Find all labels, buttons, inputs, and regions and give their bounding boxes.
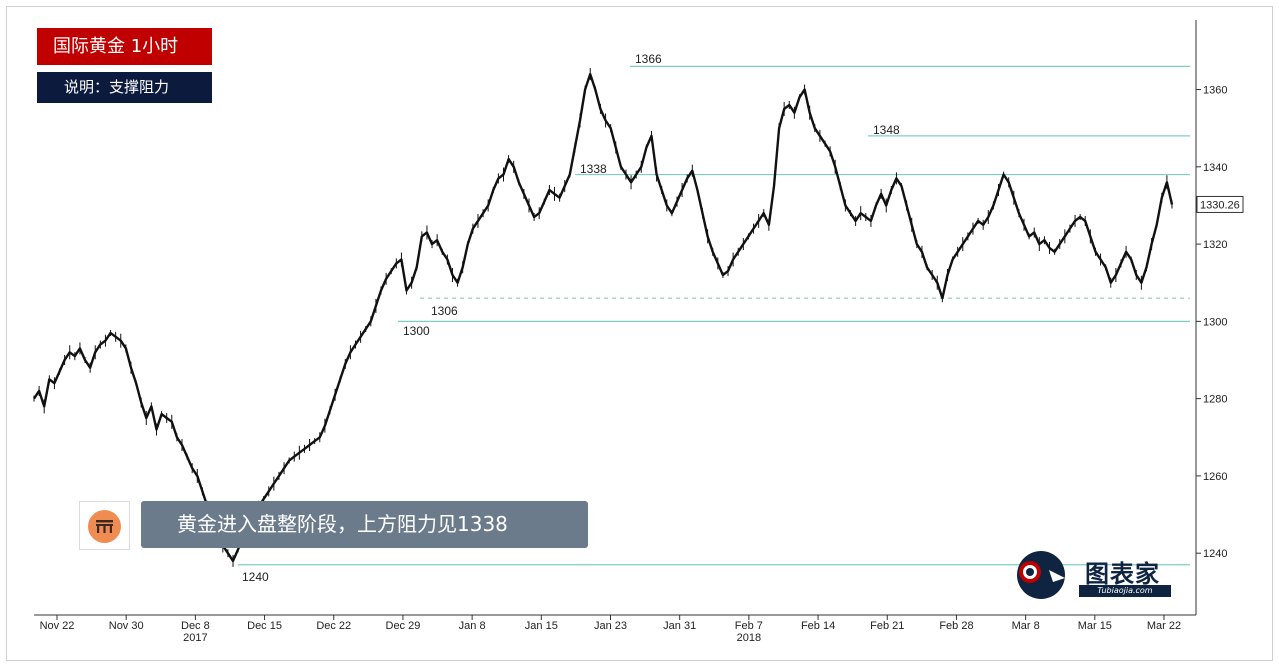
x-tick-label: Dec 29 (386, 620, 421, 632)
x-tick-label: Feb 7 (735, 620, 763, 632)
level-label-1240: 1240 (242, 570, 269, 584)
y-tick-label: 1240 (1203, 548, 1227, 560)
x-tick-label: Dec 15 (247, 620, 282, 632)
chart-subtitle-badge: 说明：支撑阻力 (37, 72, 212, 103)
x-tick-label: Nov 30 (109, 620, 144, 632)
chart-frame (6, 6, 1273, 661)
x-axis: Nov 22 Nov 30 Dec 8 Dec 15 Dec 22 Dec 29 Jan 8… (34, 614, 1196, 644)
price-line (32, 72, 1174, 563)
x-tick-label: Dec 8 (181, 620, 210, 632)
x-tick-label: Feb 21 (870, 620, 904, 632)
brand-logo: 图表家 Tubiaojia.com (1015, 548, 1175, 604)
last-value-box (1196, 195, 1244, 213)
price-series (32, 68, 1174, 567)
x-tick-label: Jan 23 (594, 620, 627, 632)
x-tick-label: Dec 22 (316, 620, 351, 632)
x-tick-label: Jan 15 (525, 620, 558, 632)
x-tick-label: Jan 31 (663, 620, 696, 632)
broker-icon (79, 501, 130, 550)
x-tick-label: Feb 28 (939, 620, 973, 632)
brand-site: Tubiaojia.com (1079, 585, 1171, 597)
x-tick-label: Mar 15 (1078, 620, 1112, 632)
broker-logo-icon (88, 510, 121, 543)
level-label-1300: 1300 (403, 324, 430, 338)
chart-title-badge: 国际黄金 1小时 (37, 28, 212, 65)
x-year-label: 2017 (183, 632, 207, 644)
analysis-caption: 黄金进入盘整阶段，上方阻力见1338 (141, 501, 588, 548)
y-tick-label: 1300 (1203, 316, 1227, 328)
x-year-label: 2018 (737, 632, 761, 644)
last-value-label: 1330.26 (1200, 199, 1240, 211)
y-tick-label: 1260 (1203, 471, 1227, 483)
y-tick-label: 1340 (1203, 162, 1227, 174)
y-tick-label: 1320 (1203, 239, 1227, 251)
x-tick-label: Mar 22 (1147, 620, 1181, 632)
x-tick-label: Mar 8 (1012, 620, 1040, 632)
head-silhouette-icon (1017, 551, 1065, 599)
y-tick-label: 1360 (1203, 85, 1227, 97)
brand-name: 图表家 (1085, 560, 1160, 588)
x-tick-label: Feb 14 (801, 620, 835, 632)
last-value-tag: 1330.26 (1196, 195, 1244, 213)
y-axis: 1240 1260 1280 1300 1320 1340 1360 (1195, 20, 1227, 615)
x-tick-label: Nov 22 (40, 620, 75, 632)
level-label-1306: 1306 (431, 304, 458, 318)
x-tick-label: Jan 8 (459, 620, 486, 632)
level-label-1338: 1338 (580, 162, 607, 176)
y-tick-label: 1280 (1203, 394, 1227, 406)
level-label-1366: 1366 (635, 52, 662, 66)
level-label-1348: 1348 (873, 123, 900, 137)
